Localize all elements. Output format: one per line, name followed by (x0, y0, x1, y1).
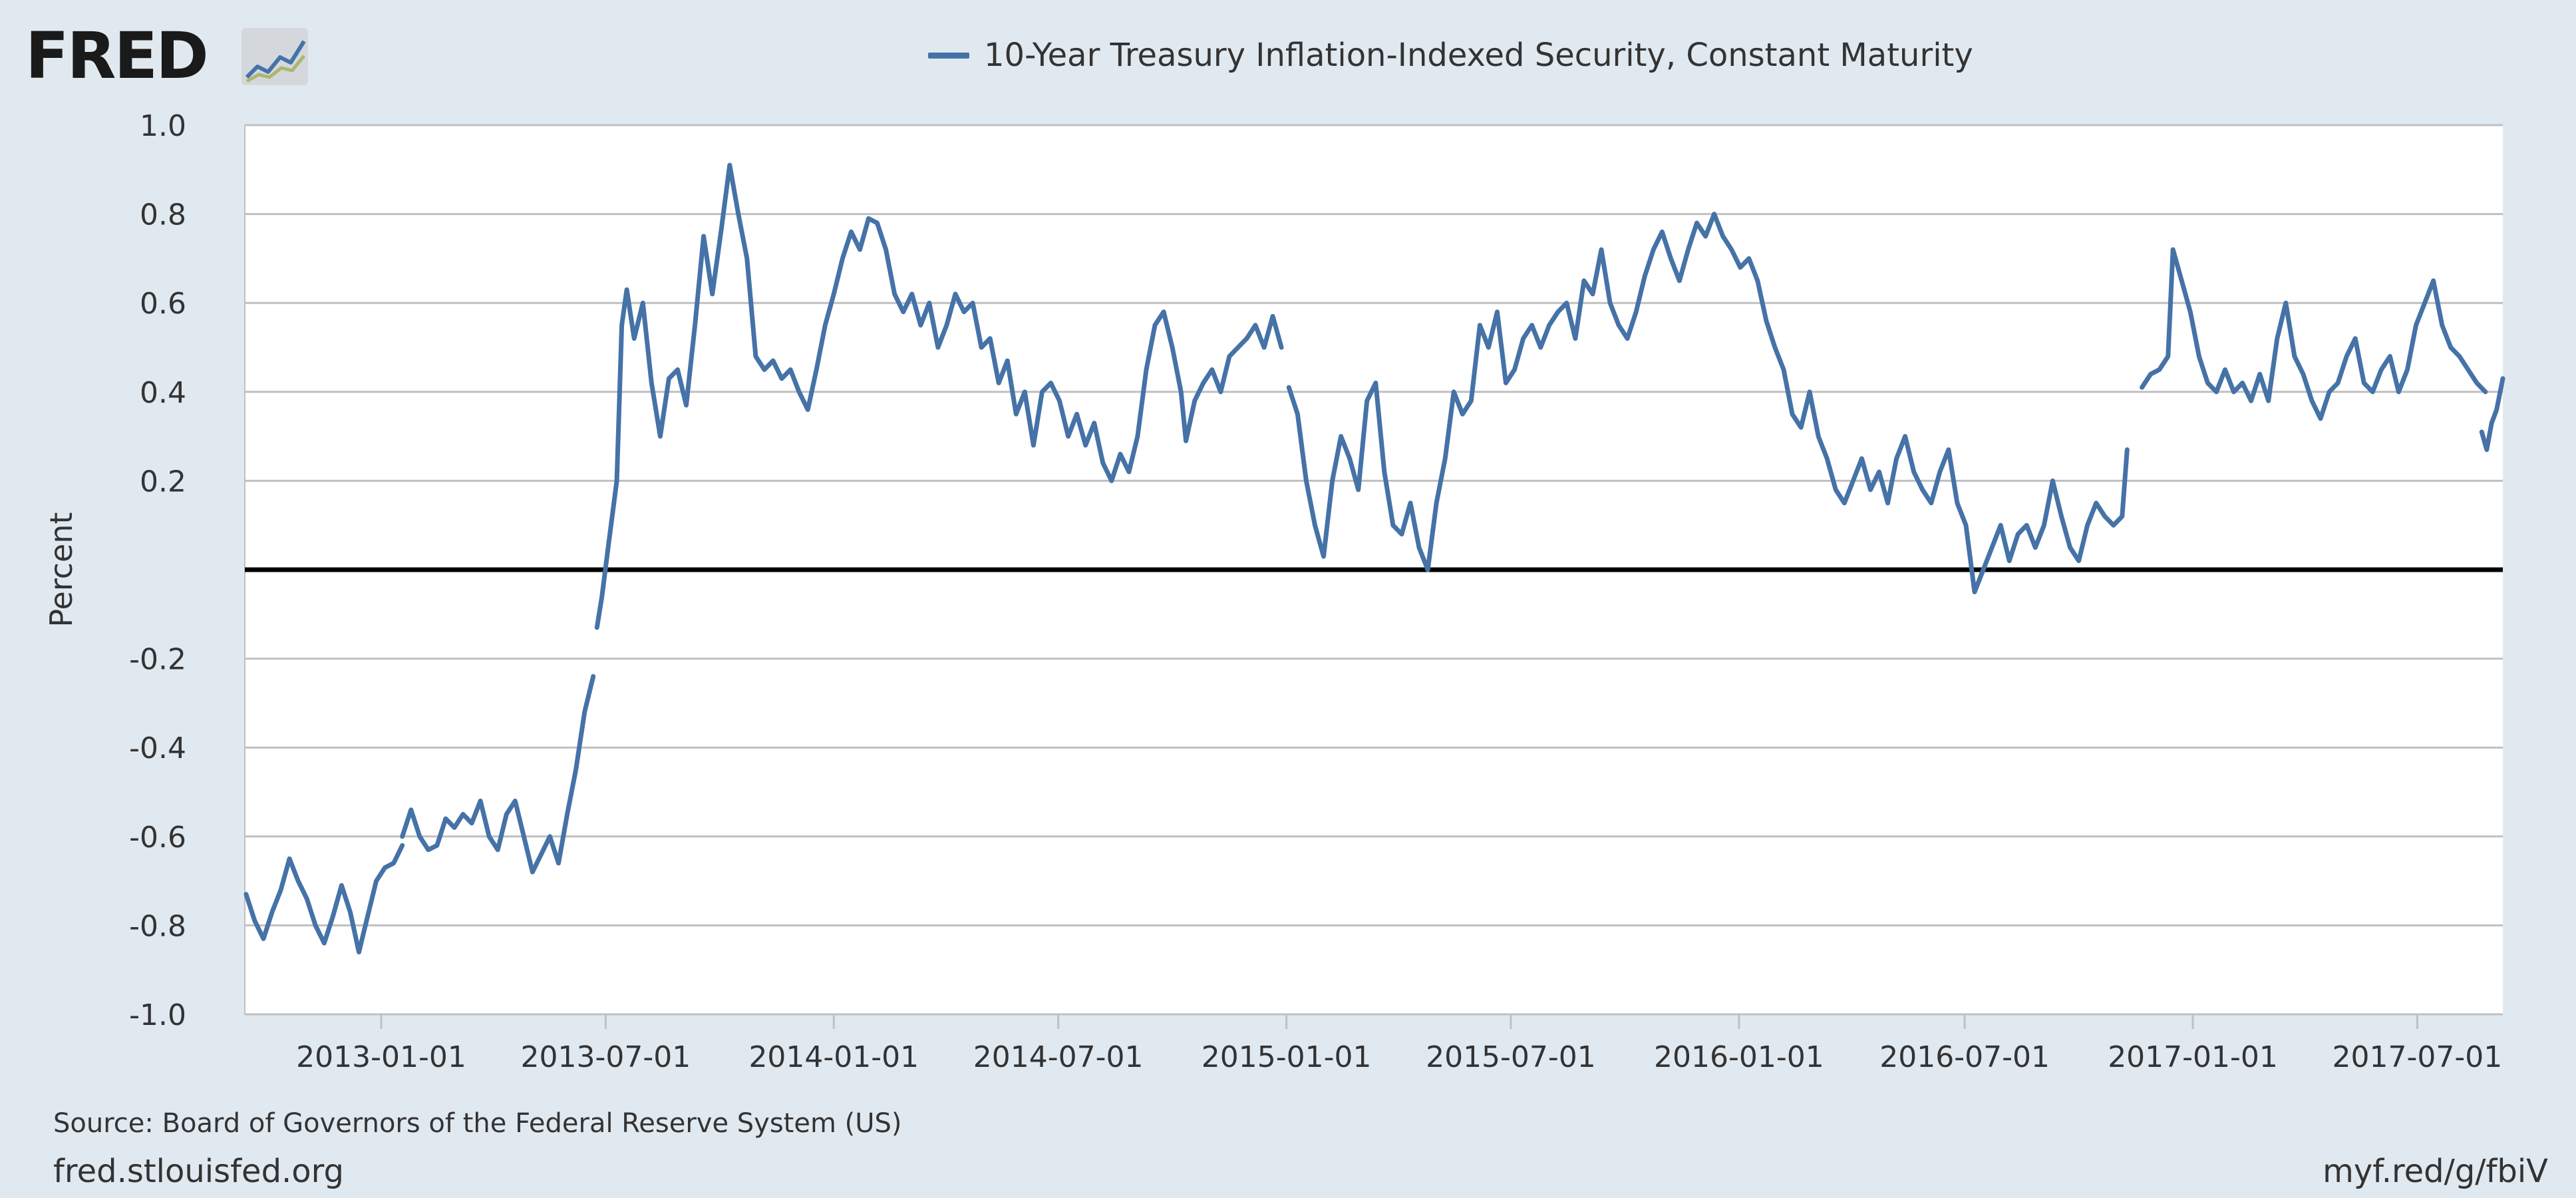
legend: 10-Year Treasury Inflation-Indexed Secur… (928, 32, 1973, 79)
y-axis-title: Percent (43, 512, 79, 627)
fred-logo-text: FRED (25, 19, 209, 93)
series-line (2140, 247, 2488, 421)
site-url-link[interactable]: fred.stlouisfed.org (53, 1153, 345, 1190)
legend-label: 10-Year Treasury Inflation-Indexed Secur… (984, 37, 1973, 74)
series-line (1286, 212, 2130, 594)
short-url-link[interactable]: myf.red/g/fbiV (2323, 1153, 2548, 1190)
line-graph-icon (242, 28, 308, 85)
x-tick-label: 2015-07-01 (1426, 1040, 1596, 1074)
y-tick-label: -0.6 (129, 821, 186, 855)
source-note: Source: Board of Governors of the Federa… (53, 1108, 902, 1139)
x-tick-label: 2017-07-01 (2333, 1040, 2503, 1074)
series-line (243, 843, 405, 954)
y-tick-label: -0.2 (129, 643, 186, 677)
y-tick-label: -0.8 (129, 909, 186, 943)
x-tick-label: 2015-01-01 (1202, 1040, 1372, 1074)
x-tick-label: 2016-01-01 (1654, 1040, 1824, 1074)
series-line (594, 162, 1189, 630)
y-tick-label: 0.6 (140, 287, 186, 321)
y-tick-label: -1.0 (129, 998, 186, 1032)
legend-swatch (928, 52, 969, 59)
fred-logo: FRED (25, 23, 311, 89)
series-line (1184, 313, 1284, 443)
y-tick-label: -0.4 (129, 731, 186, 765)
y-tick-label: 0.2 (140, 465, 186, 499)
x-tick-label: 2016-07-01 (1879, 1040, 2050, 1074)
y-tick-label: 0.8 (140, 198, 186, 232)
series-line (400, 674, 596, 875)
series-line (2479, 376, 2505, 453)
x-tick-label: 2013-01-01 (296, 1040, 466, 1074)
y-tick-label: 0.4 (140, 376, 186, 410)
y-tick-label: 1.0 (140, 109, 186, 143)
x-tick-label: 2017-01-01 (2108, 1040, 2278, 1074)
x-tick-label: 2014-07-01 (973, 1040, 1144, 1074)
x-tick-label: 2013-07-01 (521, 1040, 691, 1074)
x-tick-label: 2014-01-01 (748, 1040, 919, 1074)
